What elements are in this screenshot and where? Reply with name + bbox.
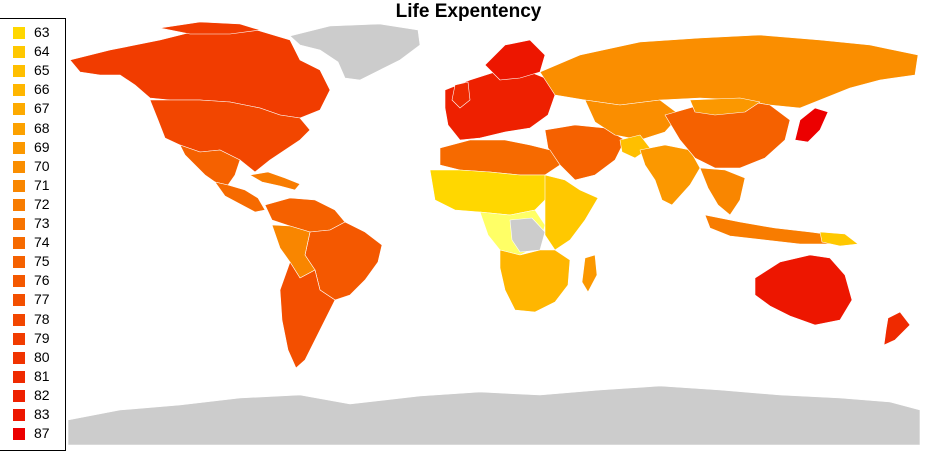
legend-swatch (13, 27, 25, 39)
region-russia (539, 34, 919, 109)
legend-swatch (13, 46, 25, 59)
region-central-asia (584, 99, 681, 141)
legend-swatch (13, 65, 25, 78)
region-southern-africa (499, 249, 571, 313)
legend-label: 66 (34, 81, 50, 98)
region-mongolia (689, 97, 761, 116)
region-west-africa (429, 169, 551, 216)
region-japan (794, 107, 829, 143)
legend-label: 63 (34, 24, 50, 40)
legend-swatch (13, 428, 25, 441)
region-southeast-asia (699, 167, 746, 216)
region-central-america (214, 181, 266, 213)
legend-label: 64 (34, 43, 50, 60)
legend-swatch (13, 370, 25, 383)
legend-swatch (13, 103, 25, 116)
region-australia (754, 254, 853, 326)
legend-label: 65 (34, 62, 50, 79)
region-antarctica (67, 385, 921, 446)
region-caribbean (249, 171, 301, 191)
region-scandinavia (484, 39, 546, 81)
legend-swatch (13, 179, 25, 192)
legend: 63 64 65 66 67 68 69 70 71 72 73 74 75 76 77 78 79 80 81 82… (0, 18, 66, 451)
region-indonesia (704, 214, 841, 245)
legend-swatch (13, 237, 25, 250)
legend-swatch (13, 84, 25, 97)
legend-swatch (13, 409, 25, 421)
region-new-zealand (883, 311, 911, 346)
legend-swatch (13, 351, 25, 364)
region-north-africa (439, 139, 561, 176)
legend-label: 79 (34, 329, 50, 346)
legend-swatch (13, 256, 25, 269)
region-greenland (289, 23, 421, 81)
legend-label: 69 (34, 138, 50, 155)
legend-label: 75 (34, 253, 50, 270)
legend-label: 74 (34, 234, 50, 251)
legend-label: 68 (34, 119, 50, 136)
region-madagascar (581, 254, 598, 293)
region-arctic-islands (159, 21, 261, 35)
legend-label: 73 (34, 215, 50, 231)
legend-label: 83 (34, 406, 50, 422)
legend-label: 71 (34, 176, 50, 193)
legend-label: 76 (34, 272, 50, 289)
region-uk (451, 81, 471, 109)
legend-swatch (13, 275, 25, 288)
legend-swatch (13, 389, 25, 402)
legend-label: 77 (34, 291, 50, 308)
legend-label: 80 (34, 348, 50, 365)
legend-swatch (13, 160, 25, 173)
legend-label: 67 (34, 100, 50, 117)
legend-label: 81 (34, 367, 50, 384)
region-southern-cone (279, 261, 336, 369)
region-png (819, 231, 859, 247)
legend-swatch (13, 294, 25, 307)
legend-swatch (13, 332, 25, 345)
legend-label: 82 (34, 386, 50, 403)
legend-swatch (13, 122, 25, 135)
region-india (639, 144, 701, 206)
legend-swatch (13, 218, 25, 230)
legend-label: 70 (34, 157, 50, 174)
legend-swatch (13, 198, 25, 211)
legend-swatch (13, 313, 25, 326)
region-usa (149, 99, 311, 173)
map-title: Life Expentency (395, 1, 542, 22)
legend-label: 72 (34, 195, 50, 212)
region-east-africa (544, 174, 599, 251)
legend-label: 78 (34, 310, 50, 327)
legend-swatch (13, 141, 25, 154)
legend-label: 87 (34, 425, 50, 442)
